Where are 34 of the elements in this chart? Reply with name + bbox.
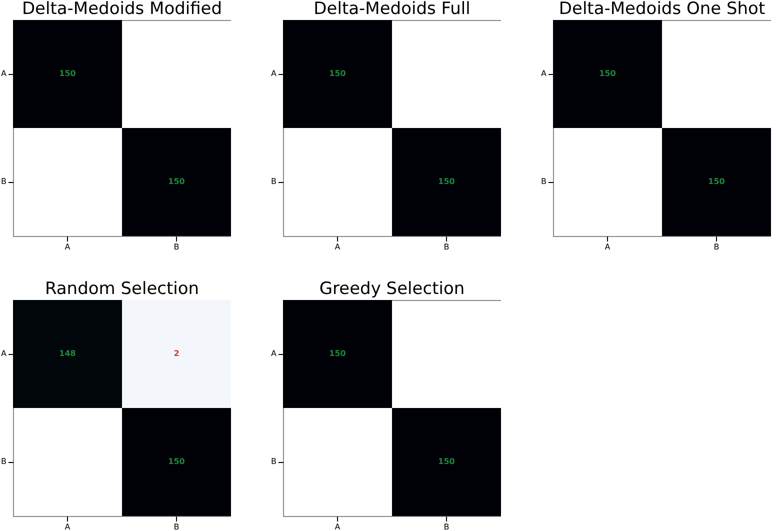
x-tick-label: B bbox=[444, 242, 450, 252]
data-label: 150 bbox=[329, 69, 346, 78]
x-tick-label: A bbox=[64, 522, 71, 531]
data-label: 150 bbox=[599, 69, 616, 78]
y-tick-label: A bbox=[1, 349, 8, 358]
chart-title: Delta-Medoids Full bbox=[314, 0, 470, 19]
data-label: 150 bbox=[708, 177, 726, 186]
y-tick-label: B bbox=[271, 457, 276, 466]
data-label: 150 bbox=[59, 69, 76, 78]
data-label: 150 bbox=[438, 177, 456, 186]
y-tick-label: A bbox=[271, 69, 278, 78]
chart-title: Delta-Medoids Modified bbox=[22, 0, 222, 19]
y-tick-label: B bbox=[1, 177, 6, 186]
x-tick-label: B bbox=[174, 522, 180, 531]
chart-title: Random Selection bbox=[44, 279, 200, 299]
x-tick-label: B bbox=[444, 522, 450, 531]
y-tick-label: B bbox=[271, 177, 276, 186]
data-label: 150 bbox=[168, 457, 186, 466]
data-label: 148 bbox=[59, 349, 76, 358]
chart-title: Delta-Medoids One Shot bbox=[558, 0, 766, 19]
x-tick-label: B bbox=[714, 242, 720, 252]
x-tick-label: A bbox=[334, 242, 341, 252]
y-tick-label: A bbox=[1, 69, 8, 78]
data-label: 150 bbox=[438, 457, 456, 466]
x-tick-label: B bbox=[174, 242, 180, 252]
x-tick-label: A bbox=[334, 522, 341, 531]
x-tick-label: A bbox=[64, 242, 71, 252]
y-tick-label: A bbox=[271, 349, 278, 358]
x-tick-label: A bbox=[604, 242, 611, 252]
data-label: 150 bbox=[329, 349, 346, 358]
y-tick-label: B bbox=[1, 457, 6, 466]
data-label: 150 bbox=[168, 177, 186, 186]
data-label: 2 bbox=[174, 349, 180, 358]
chart-title: Greedy Selection bbox=[319, 279, 465, 299]
